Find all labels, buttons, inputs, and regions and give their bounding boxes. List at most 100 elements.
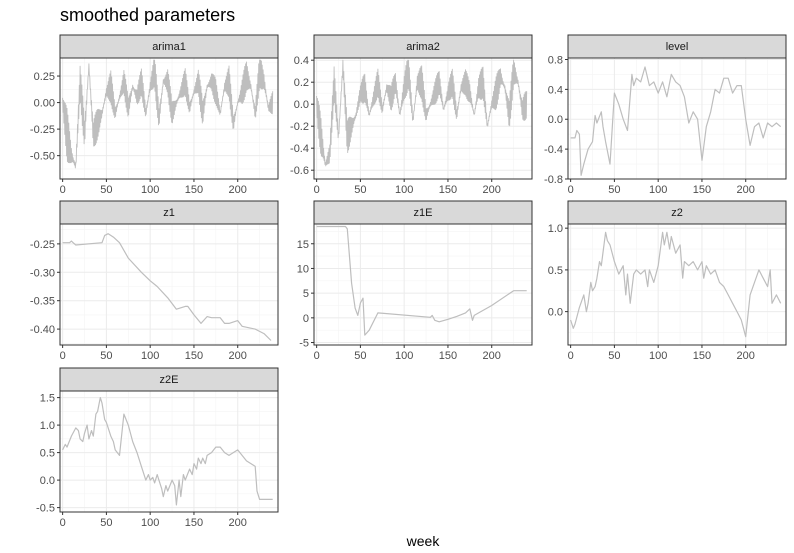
panel-z1: z1 0 50 100 150 200 -0.40 -0.35 -0.30 -0.25: [30, 200, 279, 362]
x-tick-label: 50: [100, 350, 112, 362]
strip-label: z1: [163, 207, 175, 219]
panel-arima2: arima2 0 50 100 150 200 -0.6 -0.4 -0.2 0.0 0.2 0.4: [290, 34, 533, 196]
x-tick-label: 0: [60, 350, 66, 362]
x-tick-label: 50: [354, 350, 366, 362]
panel-border: [313, 57, 533, 180]
strip-label: z2E: [160, 374, 179, 386]
x-tick-label: 200: [483, 184, 501, 196]
x-tick-label: 150: [185, 184, 203, 196]
y-tick-label: 0.8: [548, 54, 563, 66]
figure-title: smoothed parameters: [60, 5, 235, 25]
series-line-arima1: [62, 59, 274, 169]
y-tick-label: 0.00: [34, 98, 55, 110]
y-tick-label: 1.5: [40, 393, 55, 405]
y-tick-label: 0.4: [548, 84, 563, 96]
panel-z2E: z2E 0 50 100 150 200 -0.5 0.0 0.5 1.0 1.5: [36, 367, 279, 529]
x-axis-title: week: [406, 533, 441, 549]
y-tick-label: 10: [297, 263, 309, 275]
x-tick-label: 200: [737, 350, 755, 362]
x-tick-label: 100: [395, 350, 413, 362]
x-tick-label: 0: [314, 350, 320, 362]
x-tick-label: 200: [229, 350, 247, 362]
x-tick-label: 0: [314, 184, 320, 196]
x-tick-label: 100: [649, 350, 667, 362]
x-tick-label: 100: [395, 184, 413, 196]
strip-label: arima1: [152, 41, 186, 53]
series-line-arima2: [316, 59, 528, 167]
y-tick-label: -0.5: [36, 503, 55, 515]
y-tick-label: 15: [297, 239, 309, 251]
x-tick-label: 0: [60, 517, 66, 529]
series-line-z2: [570, 231, 782, 338]
panel-z2: z2 0 50 100 150 200 0.0 0.5 1.0: [548, 200, 787, 362]
strip-label: z2: [671, 207, 683, 219]
y-tick-label: -0.4: [290, 143, 309, 155]
y-tick-label: 0.0: [548, 307, 563, 319]
x-tick-label: 50: [100, 184, 112, 196]
y-tick-label: 0.0: [548, 114, 563, 126]
panel-level: level 0 50 100 150 200 -0.8 -0.4 0.0 0.4 0.8: [544, 34, 787, 196]
x-tick-label: 50: [608, 184, 620, 196]
panel-z1E: z1E 0 50 100 150 200 -5 0 5 10 15: [297, 200, 533, 362]
panel-border: [313, 223, 533, 346]
x-tick-label: 150: [439, 350, 457, 362]
series-line-level: [570, 66, 782, 176]
panel-border: [567, 223, 787, 346]
x-tick-label: 150: [185, 350, 203, 362]
x-tick-label: 150: [439, 184, 457, 196]
y-tick-label: 0.25: [34, 71, 55, 83]
x-tick-label: 50: [608, 350, 620, 362]
x-tick-label: 150: [693, 350, 711, 362]
x-tick-label: 200: [229, 517, 247, 529]
x-tick-label: 200: [737, 184, 755, 196]
panel-background: [314, 224, 532, 345]
panel-background: [568, 58, 786, 179]
y-tick-label: -0.6: [290, 165, 309, 177]
panel-border: [59, 57, 279, 180]
y-tick-label: -0.35: [30, 296, 55, 308]
y-tick-label: 0.0: [40, 475, 55, 487]
y-tick-label: 0.0: [294, 99, 309, 111]
strip-label: level: [666, 41, 689, 53]
x-tick-label: 50: [100, 517, 112, 529]
series-line-z1E: [316, 225, 527, 336]
y-tick-label: 0.5: [548, 265, 563, 277]
x-tick-label: 200: [229, 184, 247, 196]
y-tick-label: -0.2: [290, 121, 309, 133]
x-tick-label: 0: [60, 184, 66, 196]
x-tick-label: 150: [185, 517, 203, 529]
panel-border: [567, 57, 787, 180]
y-tick-label: 0: [303, 313, 309, 325]
y-tick-label: 0.2: [294, 77, 309, 89]
x-tick-label: 150: [693, 184, 711, 196]
x-tick-label: 100: [141, 184, 159, 196]
series-line-z2E: [62, 397, 273, 506]
y-tick-label: -0.4: [544, 144, 563, 156]
strip-label: arima2: [406, 41, 440, 53]
x-tick-label: 0: [568, 184, 574, 196]
y-tick-label: 1.0: [40, 420, 55, 432]
y-tick-label: -5: [299, 338, 309, 350]
panel-border: [59, 390, 279, 513]
x-tick-label: 200: [483, 350, 501, 362]
y-tick-label: -0.40: [30, 324, 55, 336]
y-tick-label: 0.5: [40, 448, 55, 460]
strip-label: z1E: [414, 207, 433, 219]
series-line-z1: [62, 233, 272, 341]
y-tick-label: -0.8: [544, 174, 563, 186]
x-tick-label: 50: [354, 184, 366, 196]
y-tick-label: 5: [303, 288, 309, 300]
y-tick-label: -0.50: [30, 151, 55, 163]
panel-arima1: arima1 0 50 100 150 200 -0.50 -0.25 0.00 0.25: [30, 34, 279, 196]
y-tick-label: 1.0: [548, 223, 563, 235]
y-tick-label: -0.30: [30, 267, 55, 279]
y-tick-label: -0.25: [30, 124, 55, 136]
x-tick-label: 100: [649, 184, 667, 196]
y-tick-label: 0.4: [294, 55, 309, 67]
x-tick-label: 100: [141, 517, 159, 529]
panel-border: [59, 223, 279, 346]
y-tick-label: -0.25: [30, 239, 55, 251]
x-tick-label: 0: [568, 350, 574, 362]
x-tick-label: 100: [141, 350, 159, 362]
